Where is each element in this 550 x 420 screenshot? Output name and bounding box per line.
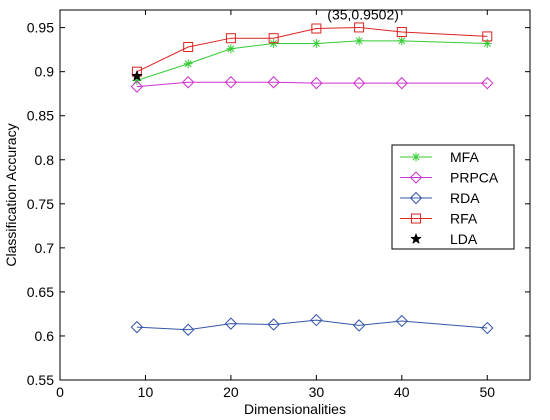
y-tick-label: 0.6 [35,328,55,344]
data-point-prpca [352,76,366,90]
legend-box [391,144,515,250]
data-point-prpca [181,76,195,89]
y-tick-label: 0.7 [35,240,55,256]
series-lda [130,69,143,82]
series-rfa [131,22,493,77]
y-tick-label: 0.65 [27,284,54,300]
series-layer [130,22,494,336]
legend-label-lda: LDA [450,231,478,247]
data-point-prpca [310,76,323,90]
legend-entry-mfa: MFA [400,149,479,165]
annotation-layer: (35,0.9502) [327,6,399,22]
data-point-mfa [183,59,193,69]
data-point-prpca [130,80,144,93]
y-tick-label: 0.85 [27,108,54,124]
series-line-mfa [136,40,488,81]
series-line-prpca [136,81,488,88]
data-point-prpca [267,76,280,89]
data-point-rda [395,314,409,328]
data-point-rda [352,319,366,332]
data-point-mfa [397,36,407,46]
legend-entry-rfa: RFA [400,211,478,227]
data-point-prpca [224,76,238,89]
data-point-prpca [481,76,494,90]
legend-entry-rda: RDA [400,190,480,206]
y-tick-label: 0.75 [27,196,54,212]
x-tick-label: 30 [309,384,325,400]
peak-annotation: (35,0.9502) [327,6,399,22]
data-point-rda [181,323,195,336]
y-tick-label: 0.55 [27,372,54,388]
legend-marker-mfa [411,152,421,162]
legend-marker-lda [410,232,422,245]
y-tick-label: 0.9 [35,64,55,80]
data-point-rda [130,320,144,334]
data-point-mfa [226,44,236,54]
y-tick-label: 0.8 [35,152,55,168]
legend-entry-lda: LDA [410,231,478,247]
data-point-rfa [354,22,365,33]
data-point-rda [481,321,494,335]
legend-marker-rfa [411,213,421,224]
data-point-prpca [395,76,409,90]
x-tick-label: 0 [56,384,64,400]
legend: MFA PRPCA RDA RFA LDA [391,144,515,250]
x-tick-label: 50 [479,384,495,400]
y-axis-label: Classification Accuracy [3,123,19,266]
x-tick-label: 40 [394,384,410,400]
data-point-rda [310,313,323,327]
series-rda [130,313,494,336]
legend-label-rda: RDA [450,190,480,206]
data-point-rfa [396,27,407,38]
series-line-rfa [136,26,488,73]
data-point-lda [130,69,143,82]
x-tick-label: 20 [223,384,239,400]
data-point-rfa [268,33,279,44]
data-point-rfa [225,33,236,44]
data-point-rda [224,317,238,330]
data-point-mfa [269,38,279,48]
series-prpca [130,76,494,93]
legend-label-prpca: PRPCA [450,170,499,186]
data-point-mfa [311,38,321,48]
y-tick-label: 0.95 [27,20,54,36]
data-point-mfa [354,36,364,46]
data-point-rfa [311,23,322,34]
legend-marker-prpca [409,171,423,184]
series-line-rda [136,319,488,331]
x-axis-label: Dimensionalities [244,401,346,417]
data-point-rfa [482,31,493,42]
legend-label-rfa: RFA [450,211,478,227]
data-point-rfa [183,42,194,52]
legend-label-mfa: MFA [450,149,479,165]
x-tick-label: 10 [138,384,154,400]
legend-entry-prpca: PRPCA [400,170,499,186]
data-point-rda [267,318,280,331]
legend-marker-rda [409,191,423,205]
axis-ticks: 0 10 20 30 40 50 0.55 0.6 0.65 0.7 0.75 0.8 0.85 0.9 0… [27,10,530,400]
